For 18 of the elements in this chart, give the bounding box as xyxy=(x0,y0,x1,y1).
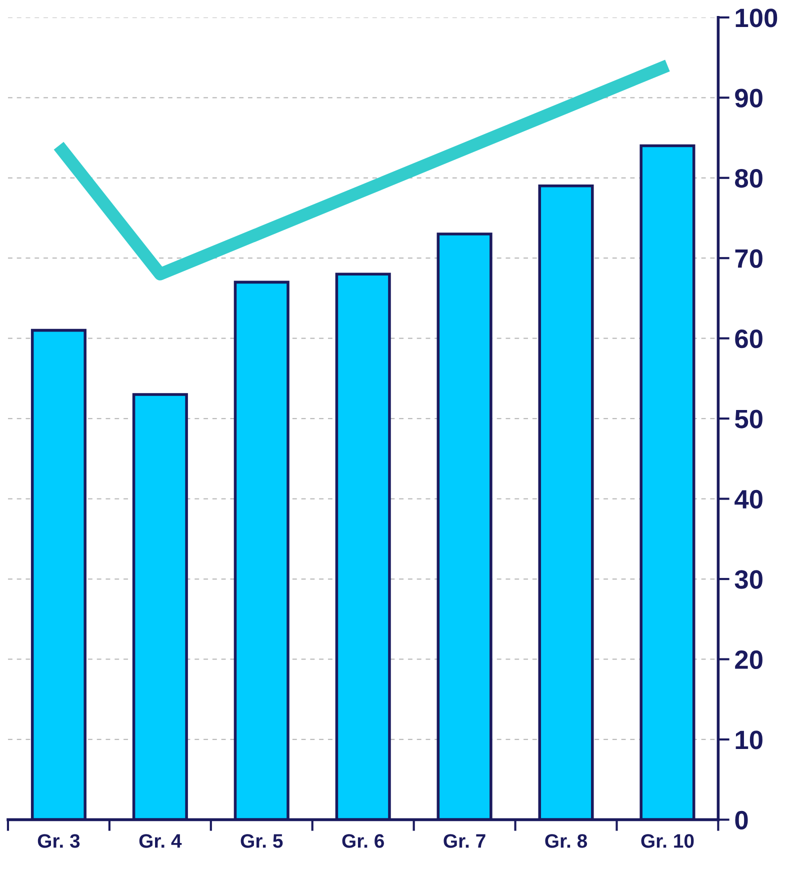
x-tick-label: Gr. 4 xyxy=(139,834,182,848)
x-tick-label: Gr. 7 xyxy=(444,834,486,848)
y-tick-label: 50 xyxy=(734,410,762,428)
y-tick-label: 10 xyxy=(736,730,762,750)
x-tick-label: Gr. 8 xyxy=(545,834,588,848)
x-tick-label: Gr. 3 xyxy=(38,834,80,848)
y-tick-label: 90 xyxy=(735,88,762,108)
y-tick-label: 60 xyxy=(735,329,762,348)
y-tick-label: 30 xyxy=(734,570,762,589)
x-tick-label: Gr. 6 xyxy=(342,834,384,848)
y-tick-label: 70 xyxy=(735,249,762,268)
y-tick-label: 20 xyxy=(735,650,762,670)
x-tick-label: Gr. 10 xyxy=(641,834,694,848)
y-tick-label: 80 xyxy=(735,169,762,188)
y-tick-label: 40 xyxy=(734,490,762,509)
x-tick-label: Gr. 5 xyxy=(240,834,283,848)
y-tick-label: 100 xyxy=(736,8,778,28)
y-tick-label: 0 xyxy=(735,810,748,830)
